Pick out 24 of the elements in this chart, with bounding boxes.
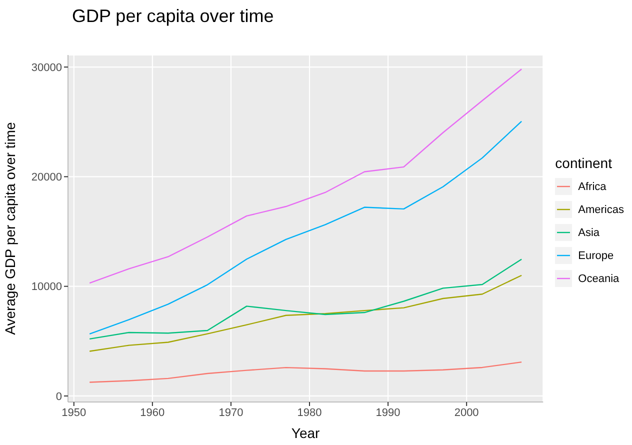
x-tick-label: 1970 xyxy=(218,406,244,419)
line-series xyxy=(89,361,522,383)
legend-label: Americas xyxy=(578,204,624,216)
x-tick-label: 1990 xyxy=(376,406,400,419)
legend-label: Europe xyxy=(578,250,614,262)
line-series xyxy=(89,120,522,335)
line-series xyxy=(89,258,522,340)
y-axis-title: Average GDP per capita over time xyxy=(2,122,18,335)
x-tick-label: 1950 xyxy=(62,406,86,419)
legend-label: Asia xyxy=(578,226,600,238)
line-series xyxy=(89,68,522,284)
x-axis-title: Year xyxy=(291,425,320,441)
line-series xyxy=(89,274,522,352)
y-tick-label: 30000 xyxy=(31,62,62,74)
legend-label: Oceania xyxy=(578,272,620,284)
legend-title: continent xyxy=(555,155,613,171)
y-tick-label: 10000 xyxy=(31,281,62,294)
x-tick-label: 1960 xyxy=(140,406,165,419)
x-tick-label: 2000 xyxy=(454,406,479,419)
chart-title: GDP per capita over time xyxy=(72,6,274,27)
legend-label: Africa xyxy=(578,180,606,192)
x-tick-label: 1980 xyxy=(297,406,322,419)
y-tick-label: 0 xyxy=(56,390,62,403)
y-tick-label: 20000 xyxy=(31,172,62,184)
